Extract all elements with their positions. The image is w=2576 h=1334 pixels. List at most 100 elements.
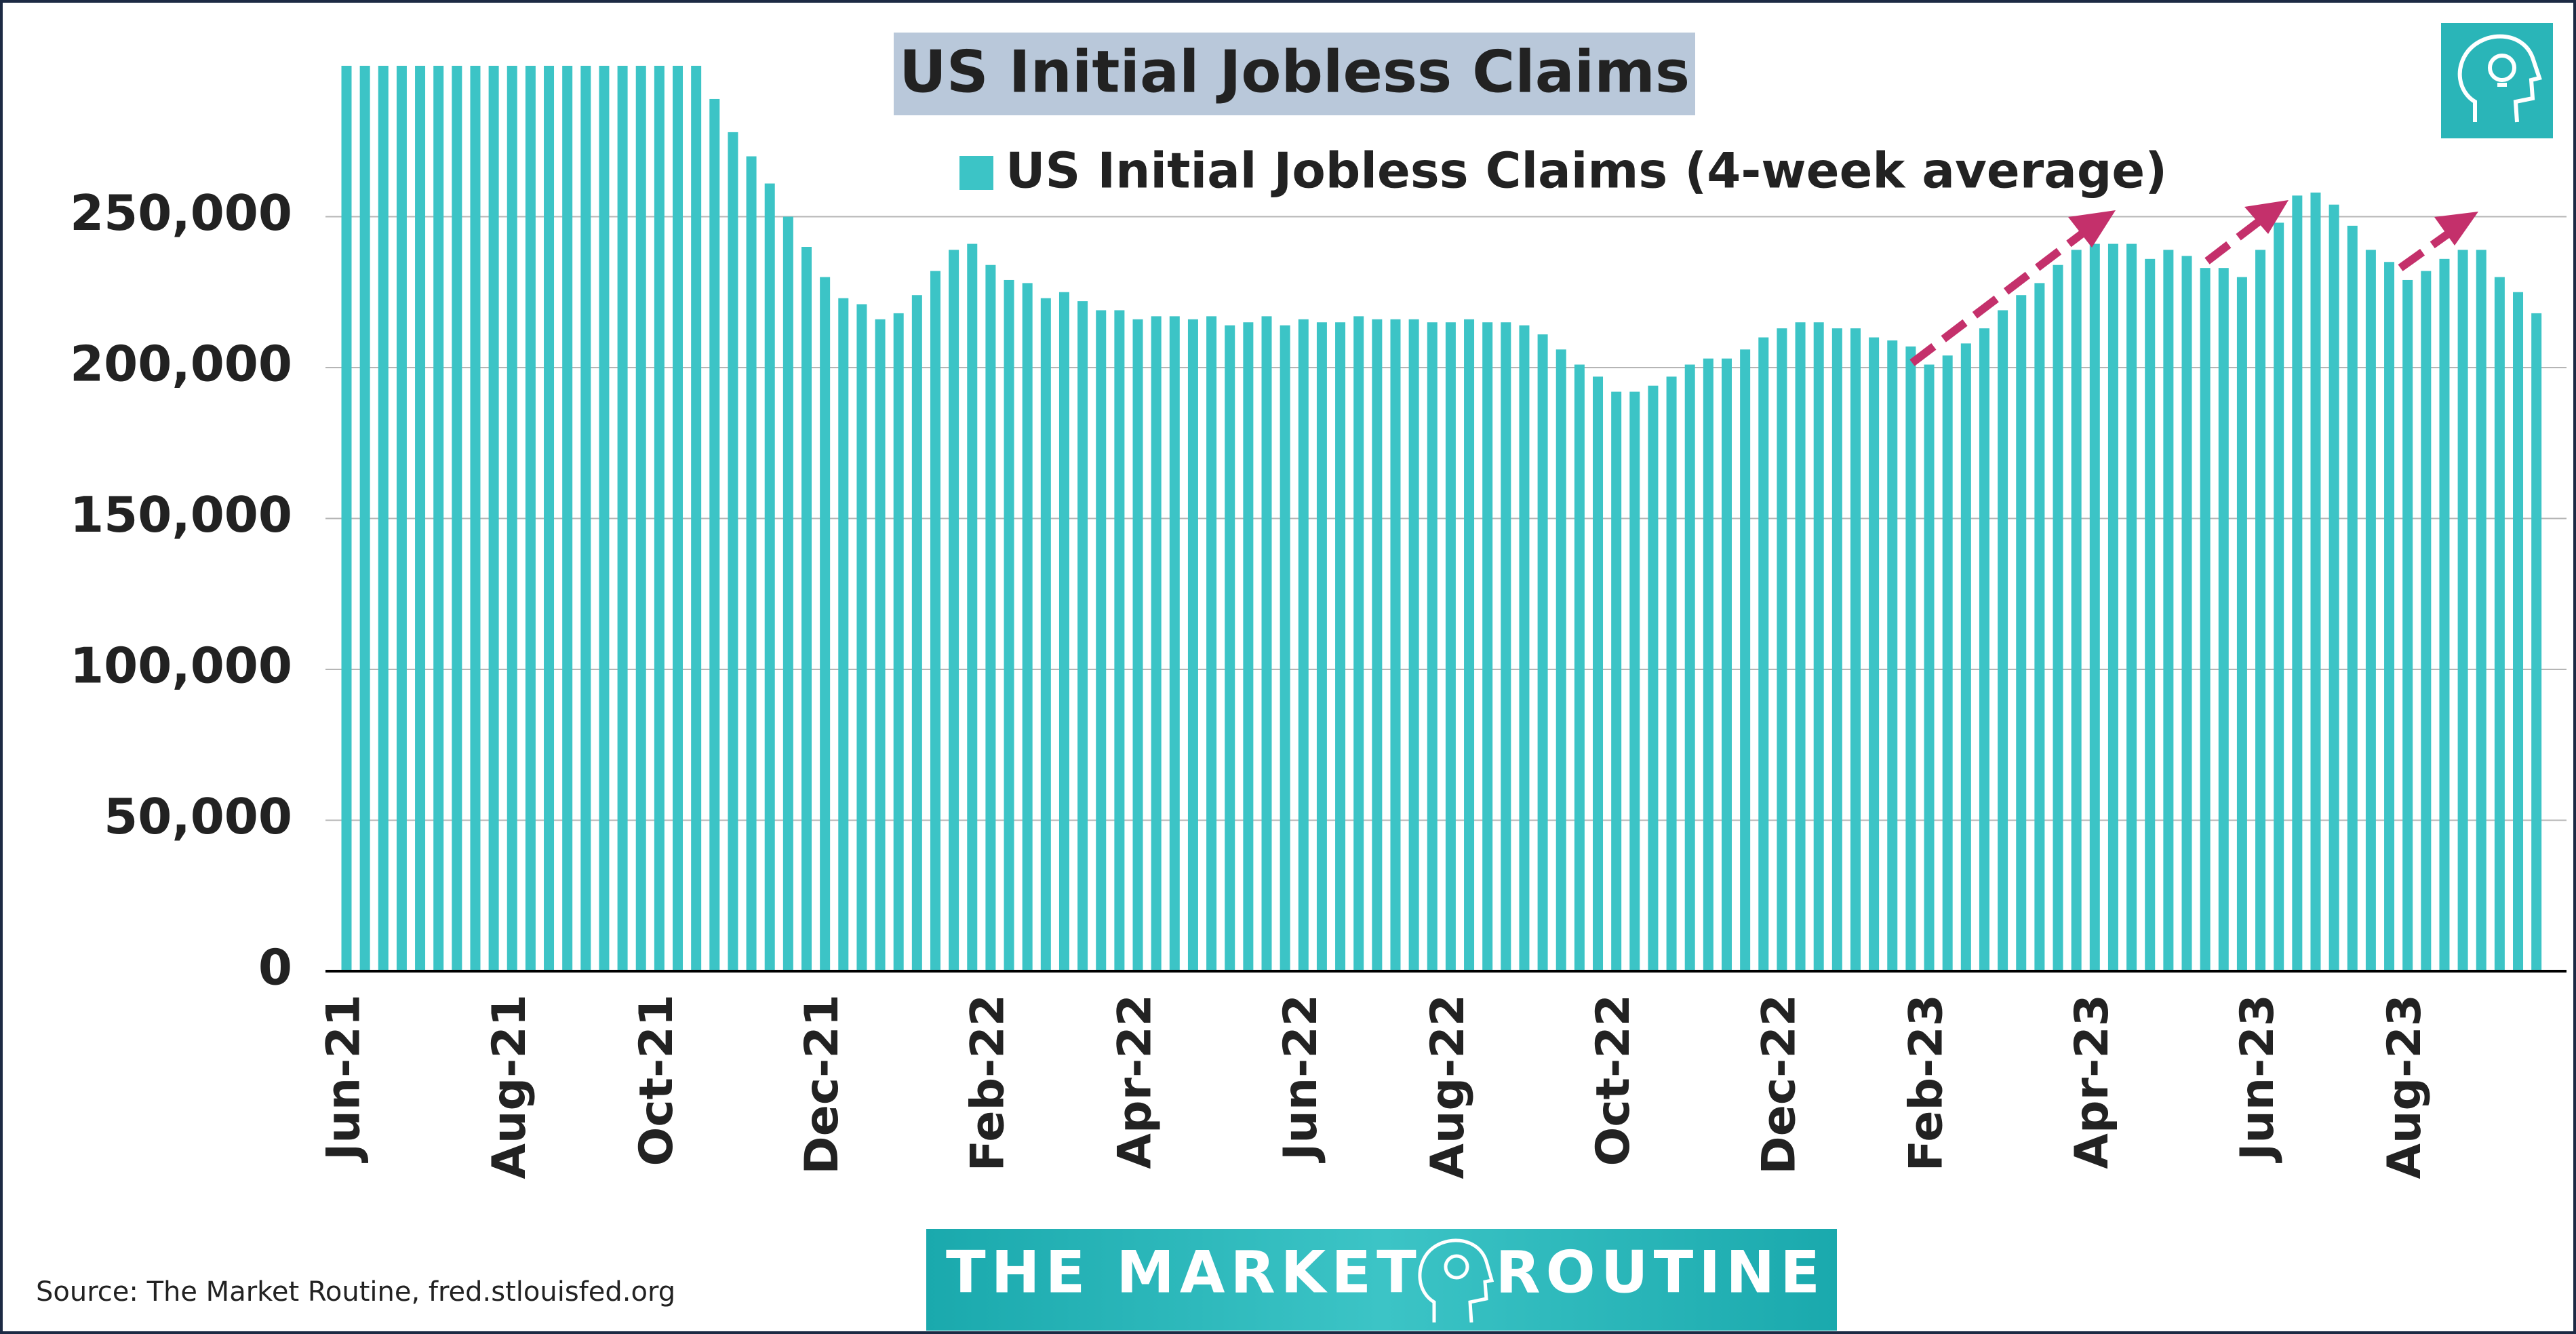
bar — [2236, 277, 2247, 971]
bar — [2310, 192, 2321, 971]
x-tick-label: Apr-23 — [2065, 994, 2119, 1169]
bar — [1722, 358, 1732, 971]
bar — [452, 66, 462, 971]
bar — [1758, 337, 1769, 971]
bar — [654, 66, 665, 971]
bar — [2439, 258, 2450, 971]
bar — [1187, 319, 1198, 971]
bar — [1831, 328, 1842, 971]
bar — [1629, 391, 1640, 971]
bar — [1998, 310, 2008, 971]
x-tick-label: Feb-22 — [961, 994, 1014, 1171]
bar — [2531, 313, 2542, 971]
bar — [820, 277, 831, 971]
bar — [1887, 340, 1898, 971]
x-tick-label: Jun-21 — [317, 994, 371, 1163]
bar — [1298, 319, 1309, 971]
bar — [2053, 264, 2063, 972]
bar — [378, 66, 389, 971]
bar — [1464, 319, 1475, 971]
bar — [2476, 250, 2486, 972]
bar — [985, 264, 996, 972]
bar — [1482, 322, 1493, 971]
y-tick-label: 50,000 — [104, 788, 292, 845]
bar — [2292, 195, 2303, 972]
labels: 0 50,000 100,000 150,000 200,000 250,000 Jun-2… — [70, 184, 2567, 1179]
y-tick-label: 200,000 — [70, 336, 292, 393]
bar — [1924, 364, 1935, 971]
bar — [1225, 325, 1235, 971]
x-tick-label: Feb-23 — [1900, 994, 1954, 1171]
bar — [2089, 243, 2100, 971]
bar — [1445, 322, 1456, 971]
bar — [1684, 364, 1695, 971]
bar — [1519, 325, 1530, 971]
legend-label: US Initial Jobless Claims (4-week averag… — [1006, 142, 2167, 199]
bar — [1777, 328, 1787, 971]
bar — [1077, 301, 1088, 972]
bar — [875, 319, 886, 971]
source-note: Source: The Market Routine, fred.stlouis… — [36, 1276, 675, 1308]
arrow-heads — [2068, 200, 2478, 248]
bar — [1869, 337, 1880, 971]
bar — [1058, 292, 1069, 971]
bar — [1979, 328, 1989, 971]
brand-banner — [926, 1229, 1837, 1331]
bar — [2218, 268, 2229, 971]
bar — [1408, 319, 1419, 971]
bar — [856, 304, 867, 971]
bar — [2255, 250, 2266, 972]
bar — [470, 66, 481, 971]
bar — [2016, 295, 2027, 971]
bar — [507, 66, 517, 971]
bar — [1648, 385, 1659, 971]
bar — [525, 66, 536, 971]
x-tick-label: Oct-21 — [630, 994, 683, 1166]
bar — [1316, 322, 1327, 971]
bar — [2034, 283, 2045, 971]
x-tick-label: Dec-22 — [1752, 994, 1806, 1175]
trend-arrows — [1909, 214, 2451, 366]
legend-swatch — [959, 156, 993, 190]
x-tick-label: Jun-23 — [2231, 994, 2284, 1163]
bar — [2457, 250, 2468, 972]
x-tick-label: Apr-22 — [1109, 994, 1162, 1169]
bar — [1537, 334, 1548, 971]
bar — [1574, 364, 1585, 971]
bar — [673, 66, 683, 971]
bar — [764, 183, 775, 971]
bar — [911, 295, 922, 971]
bar — [396, 66, 407, 971]
bar — [1593, 376, 1604, 971]
bar — [930, 271, 940, 972]
bar — [1169, 316, 1180, 972]
bar — [617, 66, 628, 971]
bar — [728, 132, 738, 971]
bar — [1206, 316, 1217, 972]
bar — [562, 66, 573, 971]
bars — [341, 66, 2542, 972]
y-tick-label: 0 — [258, 939, 292, 996]
bar — [341, 66, 352, 971]
bar — [2126, 243, 2137, 971]
bar — [2421, 271, 2432, 972]
bar — [1427, 322, 1438, 971]
bar — [691, 66, 702, 971]
bar — [1501, 322, 1511, 971]
brand-icon — [1418, 1238, 1494, 1323]
bar — [1666, 376, 1677, 971]
bar — [1022, 283, 1033, 971]
x-tick-label: Dec-21 — [795, 994, 849, 1175]
bar — [801, 247, 812, 971]
bar — [1114, 310, 1125, 971]
bar — [2329, 204, 2339, 972]
bar — [1942, 355, 1953, 971]
bar — [2513, 292, 2524, 971]
bar — [1960, 343, 1971, 971]
bar — [2163, 250, 2174, 972]
bar — [1353, 316, 1364, 972]
x-tick-label: Aug-23 — [2378, 994, 2432, 1179]
